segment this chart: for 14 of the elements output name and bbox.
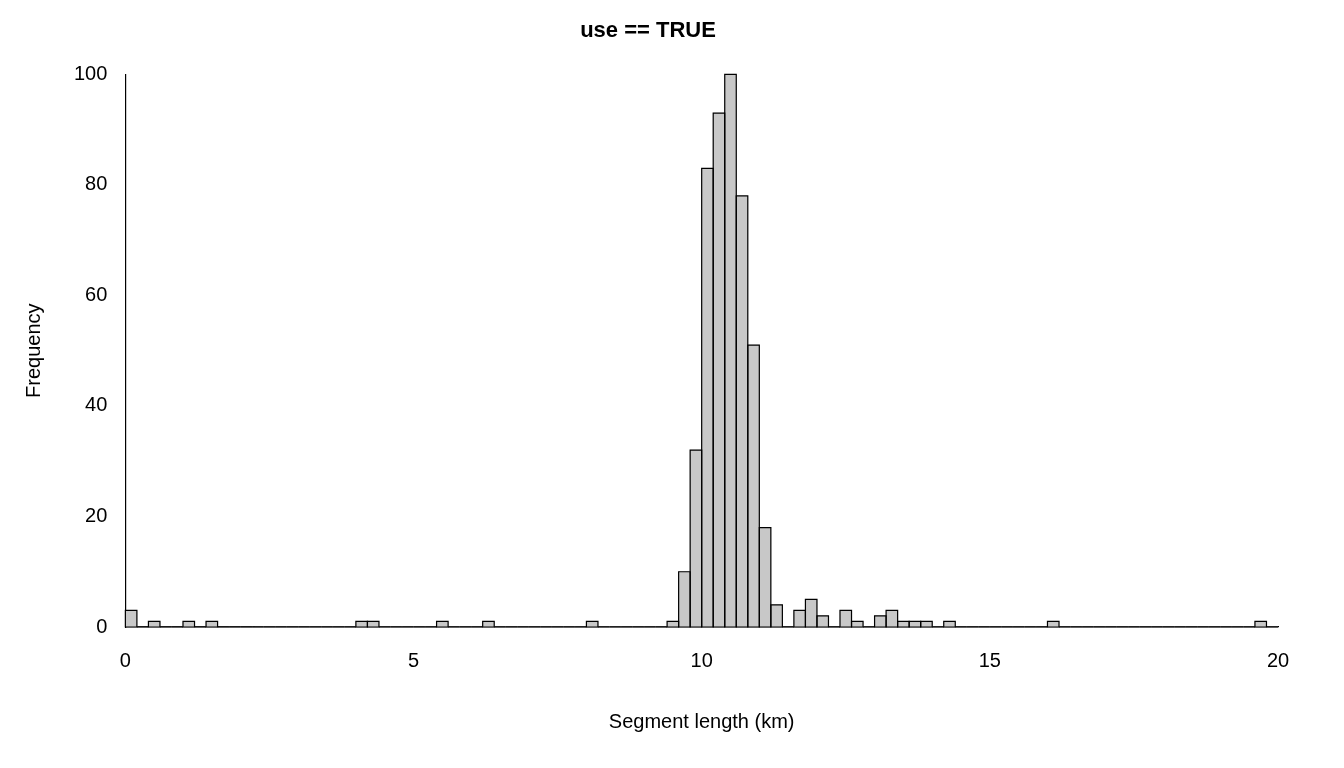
y-tick-label: 40 <box>85 393 108 416</box>
x-tick-label: 20 <box>1266 648 1290 671</box>
x-tick-label: 0 <box>119 648 131 671</box>
y-tick-label: 80 <box>85 172 108 195</box>
y-tick-label: 60 <box>85 282 108 305</box>
y-axis-title: Frequency <box>21 303 44 398</box>
chart-title: use == TRUE <box>580 17 716 43</box>
x-axis-title: Segment length (km) <box>608 709 795 732</box>
x-tick-label: 5 <box>407 648 420 671</box>
y-tick-label: 20 <box>85 504 108 526</box>
y-tick-label: 100 <box>73 61 108 84</box>
x-tick-label: 10 <box>690 648 713 671</box>
x-tick-label: 15 <box>978 648 1001 671</box>
y-tick-label: 0 <box>96 614 108 637</box>
